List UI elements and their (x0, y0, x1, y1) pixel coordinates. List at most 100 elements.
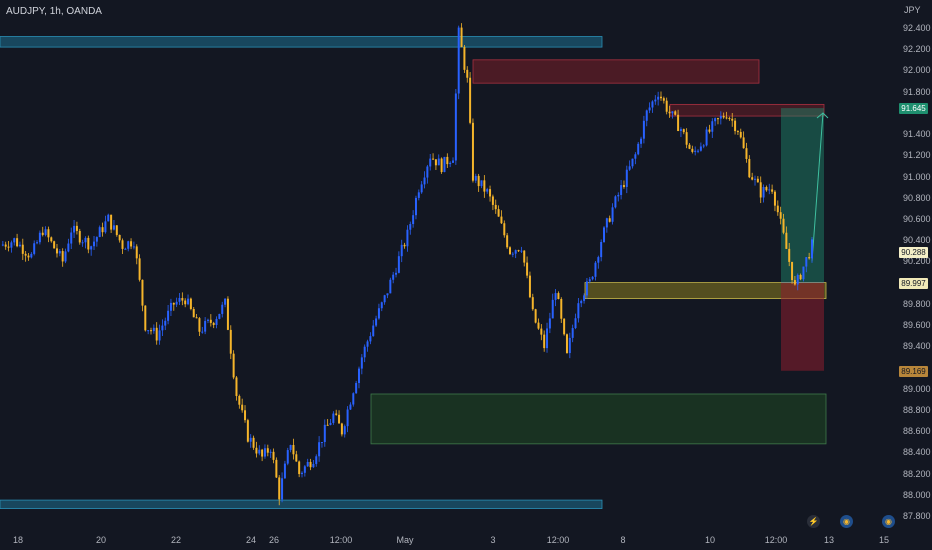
candle (463, 47, 466, 70)
candle (7, 246, 10, 248)
globe-icon-2[interactable]: ◉ (882, 515, 895, 528)
replay-icon[interactable]: ⚡ (807, 515, 820, 528)
candle (634, 154, 637, 159)
price-tag: 89.169 (899, 365, 928, 377)
candle (320, 441, 323, 443)
candle (215, 318, 218, 326)
candle (571, 328, 574, 338)
x-tick-label: 20 (95, 535, 107, 545)
candle (101, 227, 104, 233)
candle (560, 298, 563, 319)
candle (682, 129, 685, 133)
x-tick-label: 24 (245, 535, 257, 545)
candle (759, 182, 762, 198)
symbol-title[interactable]: AUDJPY, 1h, OANDA (6, 6, 102, 17)
candle (258, 449, 261, 454)
y-tick-label: 89.400 (903, 341, 931, 352)
candle (73, 225, 76, 233)
candle (289, 445, 292, 451)
candle (383, 295, 386, 303)
candle (728, 117, 731, 119)
candle (694, 150, 697, 152)
candle (238, 395, 241, 405)
candle (594, 262, 597, 277)
candle (423, 177, 426, 185)
candle (187, 298, 190, 305)
candle (446, 156, 449, 165)
candle (75, 225, 78, 231)
candle (742, 137, 745, 149)
x-tick-label: 10 (704, 535, 716, 545)
candle (189, 298, 192, 309)
candle (739, 131, 742, 138)
candle (585, 281, 588, 296)
candle (16, 238, 19, 247)
y-tick-label: 90.200 (903, 256, 931, 267)
candle (469, 77, 472, 123)
stop-zone[interactable] (781, 282, 824, 371)
zone-blue-bottom (0, 499, 603, 509)
candle (546, 328, 549, 349)
candle (172, 302, 175, 305)
candle (349, 404, 352, 410)
candle (654, 99, 657, 102)
candle (161, 325, 164, 331)
candle (685, 132, 688, 145)
candle (520, 250, 523, 252)
candle (81, 242, 84, 244)
candle (33, 243, 36, 254)
price-tag: 89.997 (899, 277, 928, 289)
candle (702, 145, 705, 147)
x-tick-label: 12:00 (764, 535, 788, 545)
candle (124, 248, 127, 250)
candle (477, 175, 480, 187)
candle (343, 426, 346, 435)
candle (523, 250, 526, 263)
candle (70, 232, 73, 244)
y-tick-label: 91.400 (903, 129, 931, 140)
candle (184, 300, 187, 305)
y-tick-label: 90.800 (903, 192, 931, 203)
target-zone[interactable] (781, 108, 824, 283)
y-tick-label: 87.800 (903, 511, 931, 521)
candle (357, 368, 360, 384)
candle (192, 309, 195, 318)
candle (135, 246, 138, 259)
candle (716, 118, 719, 120)
candle (440, 158, 443, 173)
candle (226, 298, 229, 330)
candle (244, 410, 247, 421)
y-tick-label: 92.000 (903, 65, 931, 76)
candle (642, 120, 645, 139)
candle (779, 212, 782, 219)
candle (283, 463, 286, 479)
candle (303, 466, 306, 473)
candle (557, 293, 560, 299)
candle (201, 331, 204, 333)
candle (150, 330, 153, 332)
candle (754, 178, 757, 180)
y-tick-label: 92.400 (903, 23, 931, 33)
globe-icon[interactable]: ◉ (840, 515, 853, 528)
candle (346, 409, 349, 427)
candle (1, 244, 4, 246)
candle (565, 334, 568, 354)
candle (93, 241, 96, 247)
candle (412, 215, 415, 225)
candle (614, 196, 617, 208)
candle (551, 299, 554, 319)
candle (748, 158, 751, 178)
candle (637, 143, 640, 155)
candle (429, 158, 432, 167)
candle (121, 240, 124, 249)
x-tick-label: 22 (170, 535, 182, 545)
candle (58, 251, 61, 254)
candle (500, 216, 503, 224)
candle (574, 318, 577, 329)
candle (486, 189, 489, 192)
candle (796, 274, 799, 285)
candle (372, 325, 375, 337)
y-tick-label: 88.200 (903, 468, 931, 479)
candle (449, 162, 452, 165)
